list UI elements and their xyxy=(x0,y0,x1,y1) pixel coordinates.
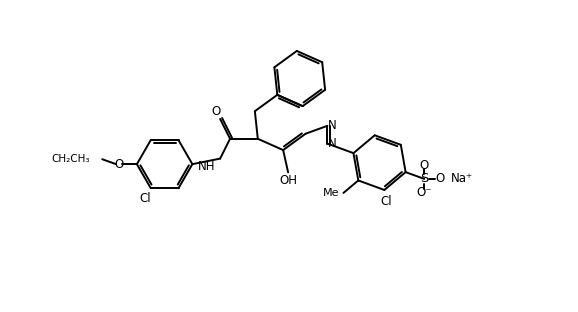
Text: O: O xyxy=(212,105,221,118)
Text: Cl: Cl xyxy=(139,192,151,205)
Text: Cl: Cl xyxy=(381,195,392,208)
Text: O: O xyxy=(114,158,124,171)
Text: Me: Me xyxy=(323,188,339,198)
Text: O: O xyxy=(435,173,444,185)
Text: N: N xyxy=(328,119,337,132)
Text: NH: NH xyxy=(198,160,215,173)
Text: N: N xyxy=(328,137,337,150)
Text: O: O xyxy=(420,158,429,172)
Text: O⁻: O⁻ xyxy=(417,186,432,199)
Text: Na⁺: Na⁺ xyxy=(451,173,473,185)
Text: CH₂CH₃: CH₂CH₃ xyxy=(52,154,90,164)
Text: OH: OH xyxy=(279,174,297,187)
Text: S: S xyxy=(420,173,428,185)
